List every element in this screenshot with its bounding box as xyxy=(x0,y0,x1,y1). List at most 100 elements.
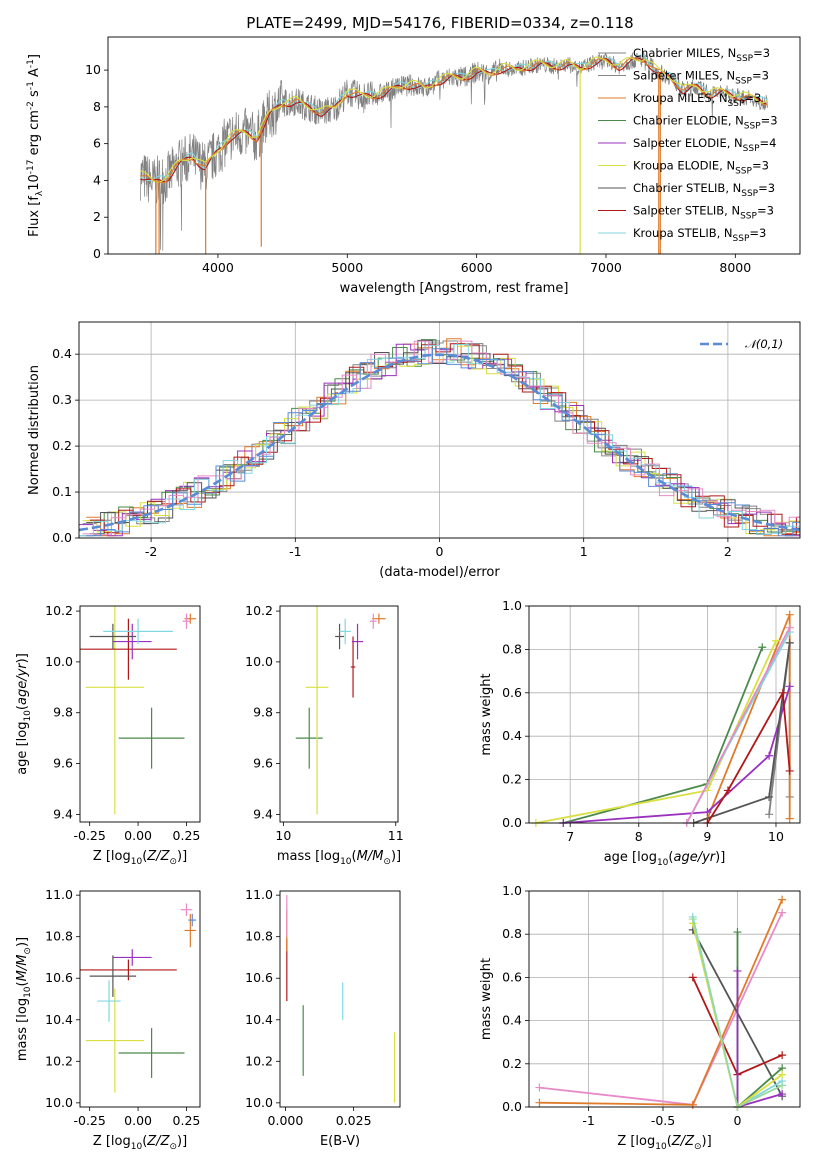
spectrum-panel xyxy=(104,69,736,258)
y-tick-label: 9.8 xyxy=(53,705,73,720)
x-tick-label: 1 xyxy=(580,544,588,559)
x-tick-label: -1 xyxy=(289,544,301,559)
data-point xyxy=(535,1083,544,1092)
y-tick-label: 0.6 xyxy=(502,969,522,984)
residual-histogram xyxy=(82,340,800,536)
y-tick-label: 0.3 xyxy=(52,392,72,407)
data-point xyxy=(688,973,697,982)
data-point xyxy=(758,643,767,652)
y-tick-label: 2 xyxy=(93,209,101,224)
observed-spectrum xyxy=(139,51,768,251)
axes-frame xyxy=(79,890,201,1108)
legend-label: Kroupa STELIB, NSSP​=3 xyxy=(633,226,766,244)
mass-weight-line xyxy=(686,627,791,823)
y-tick-label: 9.4 xyxy=(53,806,73,821)
data-point xyxy=(688,915,697,924)
y-tick-label: 10.2 xyxy=(245,603,273,618)
y-tick-label: 10.8 xyxy=(245,929,273,944)
x-tick-label: 0 xyxy=(436,544,444,559)
x-tick-label: -2 xyxy=(145,544,157,559)
axes-frame xyxy=(279,890,401,1108)
y-tick-label: 11.0 xyxy=(45,887,73,902)
y-tick-label: 0.0 xyxy=(52,530,72,545)
mass-weight-line xyxy=(539,899,783,1106)
data-point xyxy=(785,623,794,632)
y-tick-label: 10.2 xyxy=(245,1053,273,1068)
data-point xyxy=(535,1098,544,1107)
residual-histogram xyxy=(86,348,800,537)
x-tick-label: 8000 xyxy=(719,260,751,275)
data-point xyxy=(785,766,794,775)
data-point xyxy=(733,928,742,937)
x-tick-label: 0.000 xyxy=(268,1113,304,1128)
y-tick-label: 0 xyxy=(93,246,101,261)
x-axis-label: (data-model)/error xyxy=(379,565,500,580)
y-axis-label: mass weight xyxy=(479,673,494,755)
y-tick-label: 10.2 xyxy=(45,603,73,618)
x-tick-label: 10 xyxy=(275,828,291,843)
x-tick-label: 9 xyxy=(703,829,711,844)
data-point xyxy=(771,636,780,645)
mass-weight-line xyxy=(706,689,791,823)
y-tick-label: 11.0 xyxy=(245,887,273,902)
y-tick-label: 9.6 xyxy=(53,756,73,771)
data-point xyxy=(778,1090,787,1099)
y-tick-label: 10.6 xyxy=(245,970,273,985)
x-tick-label: 0.025 xyxy=(336,1113,372,1128)
x-tick-label: 8 xyxy=(635,829,643,844)
y-tick-label: 0.4 xyxy=(502,1013,522,1028)
mass-weight-line xyxy=(736,970,783,1107)
y-tick-label: 10.4 xyxy=(45,1012,73,1027)
axes-frame xyxy=(528,890,801,1108)
data-point xyxy=(688,1100,697,1109)
legend-label: Chabrier ELODIE, NSSP​=3 xyxy=(633,114,778,132)
y-tick-label: 10.4 xyxy=(245,1012,273,1027)
y-tick-label: 0.4 xyxy=(502,728,522,743)
x-tick-label: 4000 xyxy=(202,260,234,275)
x-tick-label: 0.25 xyxy=(173,828,201,843)
y-tick-label: 0.1 xyxy=(52,484,72,499)
data-point xyxy=(785,638,794,647)
y-tick-label: 9.6 xyxy=(253,756,273,771)
mass-weight-line xyxy=(539,912,783,1106)
x-tick-label: 11 xyxy=(388,828,404,843)
x-tick-label: 7000 xyxy=(590,260,622,275)
x-axis-label: wavelength [Angstrom, rest frame] xyxy=(340,281,569,296)
y-tick-label: 9.4 xyxy=(253,806,273,821)
y-tick-label: 0.8 xyxy=(502,641,522,656)
y-tick-label: 10 xyxy=(85,62,101,77)
legend-label: Salpeter STELIB, NSSP​=3 xyxy=(633,204,774,222)
data-point xyxy=(765,792,774,801)
y-tick-label: 1.0 xyxy=(502,883,522,898)
y-tick-label: 0.4 xyxy=(52,346,72,361)
y-tick-label: 0.0 xyxy=(502,815,522,830)
x-tick-label: 5000 xyxy=(331,260,363,275)
data-point xyxy=(785,610,794,619)
data-point xyxy=(785,814,794,823)
x-tick-label: 10 xyxy=(768,829,784,844)
z-age-panel xyxy=(76,610,187,826)
x-axis-label: Z [log10​(Z/Z⊙​)] xyxy=(93,849,187,867)
axes-frame xyxy=(78,321,801,539)
y-tick-label: 10.0 xyxy=(45,654,73,669)
legend-label: Kroupa MILES, NSSP​=3 xyxy=(633,91,761,109)
y-tick-label: 0.6 xyxy=(502,685,522,700)
y-tick-label: 8 xyxy=(93,99,101,114)
x-axis-label: mass [log10​(M/M⊙​)] xyxy=(277,849,401,867)
figure-title: PLATE=2499, MJD=54176, FIBERID=0334, z=0… xyxy=(246,14,633,32)
y-axis-label: age [log10​(age/yr)] xyxy=(15,653,33,775)
y-tick-label: 0.2 xyxy=(502,1056,522,1071)
x-tick-label: -0.25 xyxy=(74,1113,106,1128)
y-tick-label: 10.8 xyxy=(45,929,73,944)
y-tick-label: 6 xyxy=(93,136,101,151)
y-tick-label: 4 xyxy=(93,172,101,187)
model-spectrum-line xyxy=(140,56,768,183)
data-point xyxy=(778,688,787,697)
y-axis-label: mass weight xyxy=(479,958,494,1040)
y-tick-label: 10.2 xyxy=(45,1053,73,1068)
x-tick-label: 7 xyxy=(566,829,574,844)
z-mass-panel xyxy=(76,894,187,1111)
x-axis-label: Z [log10​(Z/Z⊙​)] xyxy=(93,1134,187,1152)
z-weight-panel xyxy=(525,890,800,1111)
y-tick-label: 0.2 xyxy=(52,438,72,453)
